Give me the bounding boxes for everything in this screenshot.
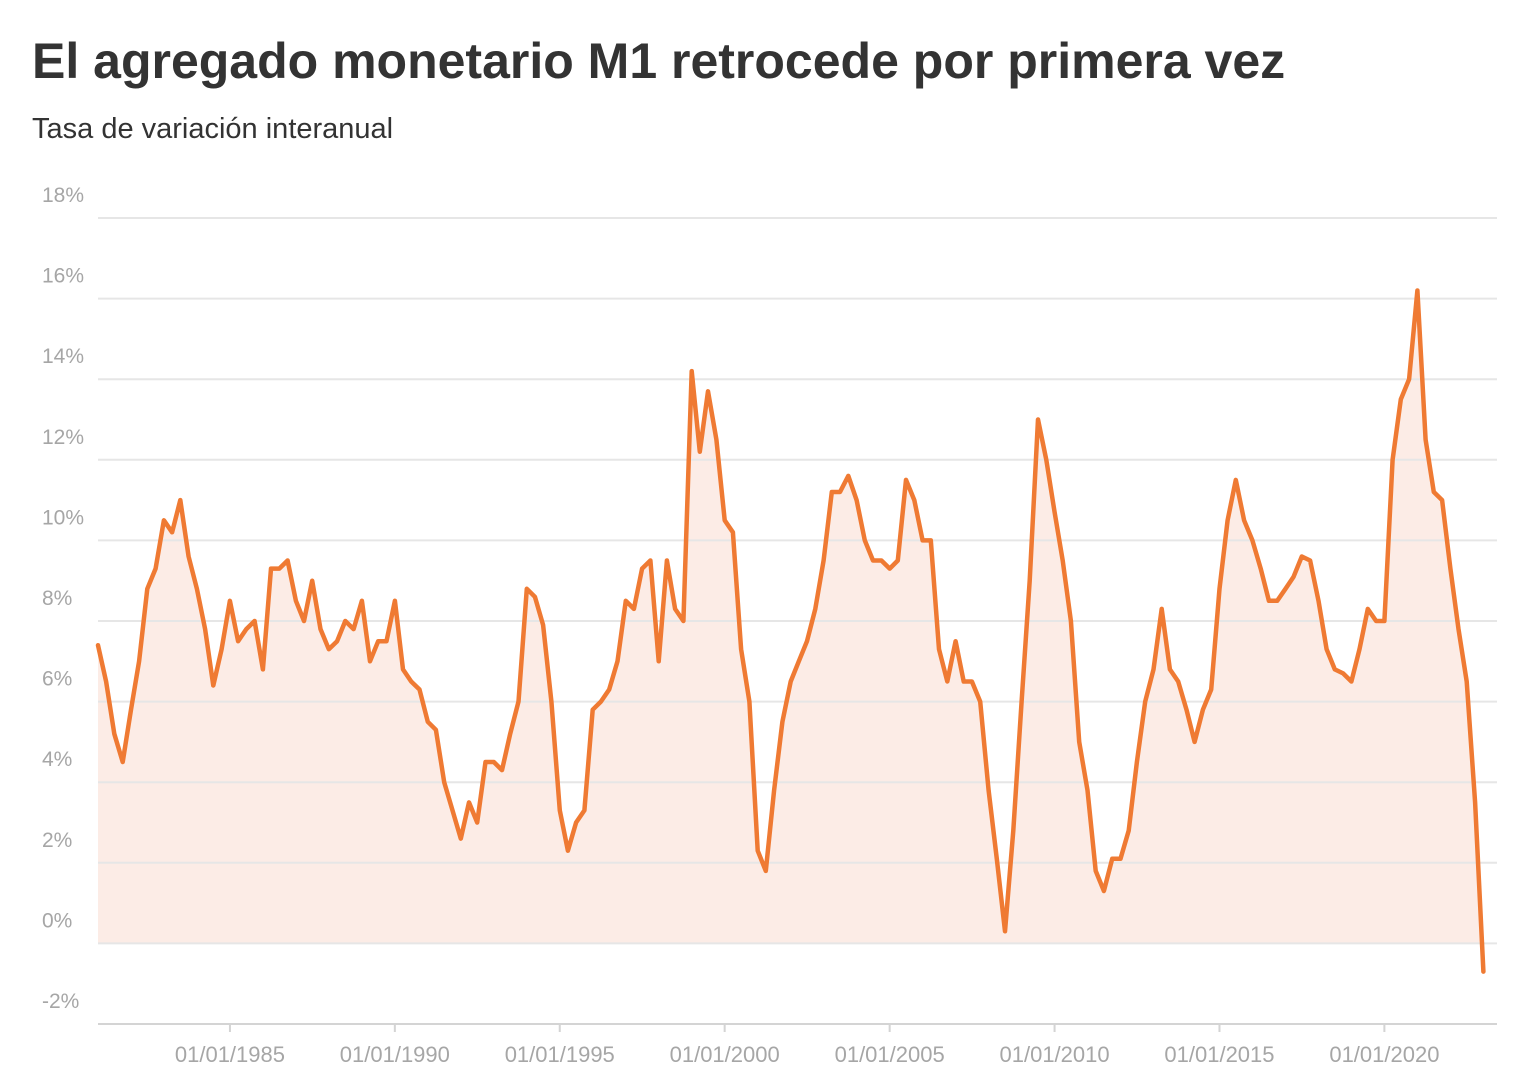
x-tick-label: 01/01/2010 <box>1000 1042 1110 1067</box>
x-tick-label: 01/01/2020 <box>1329 1042 1439 1067</box>
chart-subtitle: Tasa de variación interanual <box>32 113 393 145</box>
y-tick-label: 12% <box>42 426 84 449</box>
y-tick-label: 18% <box>42 184 84 207</box>
y-tick-label: 16% <box>42 265 84 288</box>
y-tick-label: -2% <box>42 990 79 1013</box>
x-tick-label: 01/01/2015 <box>1164 1042 1274 1067</box>
y-tick-label: 4% <box>42 748 72 771</box>
x-tick-label: 01/01/1985 <box>175 1042 285 1067</box>
x-tick-label: 01/01/2005 <box>835 1042 945 1067</box>
y-tick-label: 6% <box>42 668 72 691</box>
y-tick-label: 10% <box>42 506 84 529</box>
area <box>98 290 1484 972</box>
y-tick-label: 8% <box>42 587 72 610</box>
x-tick-label: 01/01/2000 <box>670 1042 780 1067</box>
y-tick-label: 2% <box>42 829 72 852</box>
line <box>95 288 1486 974</box>
x-tick-label: 01/01/1995 <box>505 1042 615 1067</box>
x-tick-label: 01/01/1990 <box>340 1042 450 1067</box>
chart-title: El agregado monetario M1 retrocede por p… <box>32 33 1285 89</box>
y-tick-label: 14% <box>42 345 84 368</box>
y-tick-label: 0% <box>42 909 72 932</box>
